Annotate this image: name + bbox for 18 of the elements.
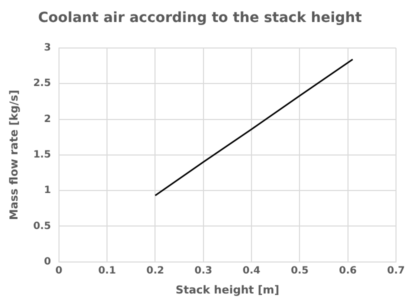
x-tick-label: 0.6	[338, 265, 357, 276]
x-tick-label: 0.1	[98, 265, 116, 276]
y-tick-label: 1	[44, 185, 51, 196]
x-axis-title: Stack height [m]	[176, 283, 280, 296]
x-tick-label: 0.3	[194, 265, 212, 276]
x-tick-label: 0.4	[242, 265, 260, 276]
y-tick-label: 2.5	[33, 78, 51, 90]
y-axis-title: Mass flow rate [kg/s]	[7, 90, 20, 220]
y-tick-label: 2	[44, 114, 51, 125]
x-tick-label: 0.5	[290, 265, 309, 276]
x-tick-label: 0.2	[146, 265, 164, 276]
y-tick-label: 1.5	[33, 149, 51, 160]
chart-title: Coolant air according to the stack height	[37, 9, 363, 28]
y-tick-label: 0.5	[33, 220, 51, 232]
y-tick-label: 0	[44, 256, 51, 268]
x-tick-label: 0	[55, 265, 62, 276]
x-tick-label: 0.7	[387, 265, 405, 276]
y-tick-label: 3	[44, 42, 51, 54]
